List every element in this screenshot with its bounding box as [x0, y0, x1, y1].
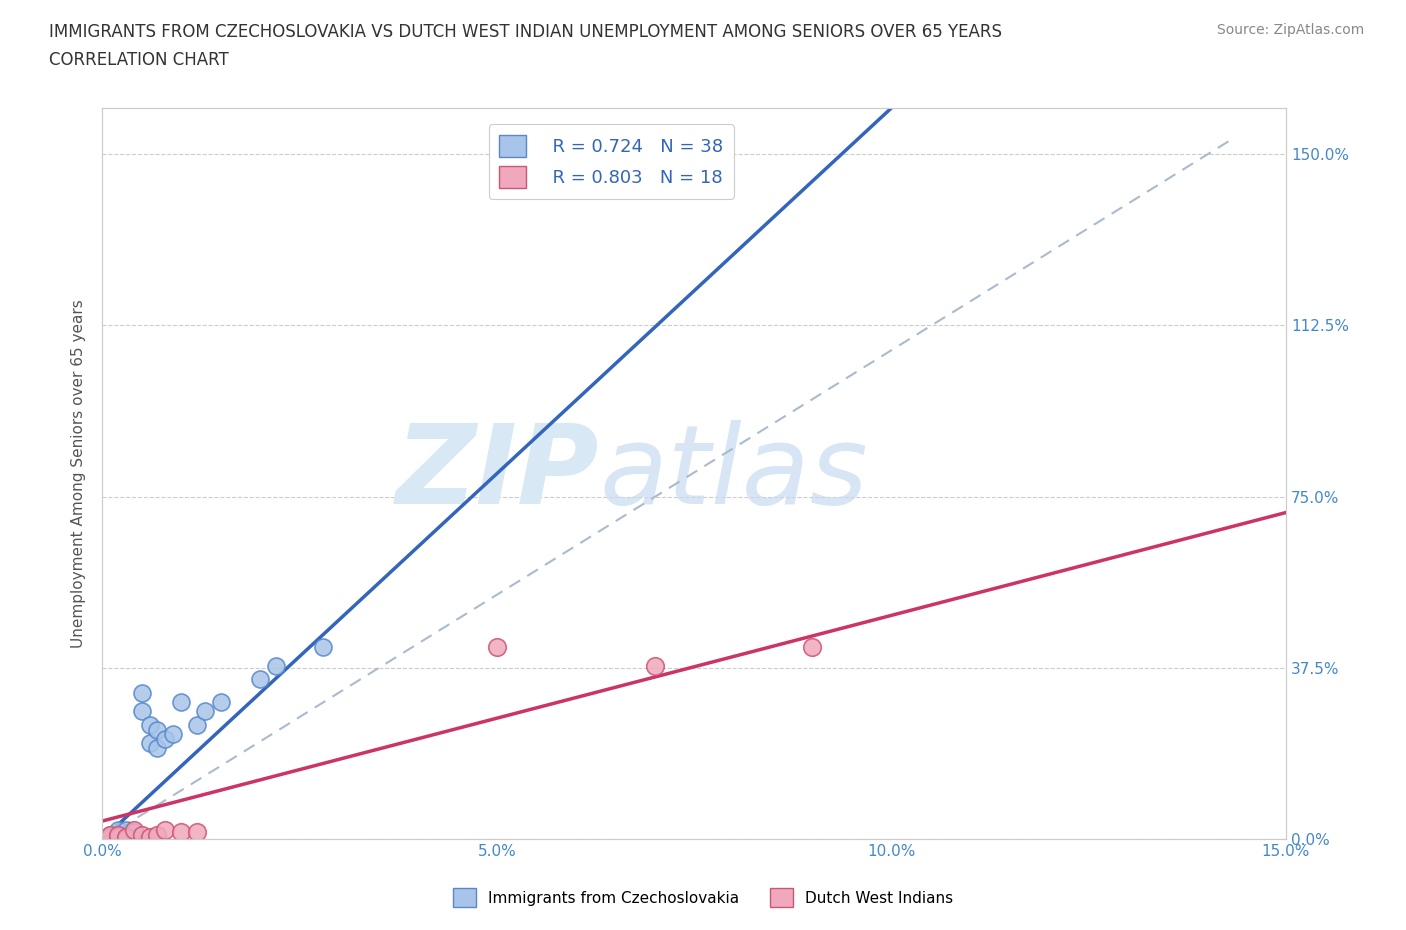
Point — [111, 830, 134, 844]
Point — [146, 723, 169, 737]
Point — [93, 832, 115, 847]
Y-axis label: Unemployment Among Seniors over 65 years: Unemployment Among Seniors over 65 years — [72, 299, 86, 648]
Point — [312, 640, 335, 655]
Point — [131, 685, 153, 700]
Point — [801, 640, 824, 655]
Point — [97, 830, 120, 845]
Point — [107, 830, 129, 844]
Point — [96, 832, 118, 847]
Point — [186, 825, 208, 840]
Point — [100, 830, 122, 844]
Point — [644, 658, 666, 673]
Point — [98, 828, 121, 843]
Point — [104, 830, 127, 844]
Point — [115, 832, 138, 847]
Point — [155, 731, 177, 746]
Point — [122, 823, 145, 838]
Point — [249, 671, 271, 686]
Point — [103, 829, 125, 844]
Point — [104, 828, 127, 843]
Point — [107, 830, 129, 844]
Point — [186, 718, 208, 733]
Point — [170, 825, 193, 840]
Text: CORRELATION CHART: CORRELATION CHART — [49, 51, 229, 69]
Point — [101, 832, 124, 847]
Point — [108, 828, 131, 843]
Point — [107, 823, 129, 838]
Point — [96, 832, 118, 847]
Point — [98, 832, 121, 847]
Point — [105, 832, 128, 847]
Point — [98, 830, 121, 844]
Text: atlas: atlas — [599, 420, 868, 527]
Point — [146, 740, 169, 755]
Point — [194, 704, 217, 719]
Point — [93, 832, 115, 847]
Point — [115, 828, 138, 843]
Legend: Immigrants from Czechoslovakia, Dutch West Indians: Immigrants from Czechoslovakia, Dutch We… — [447, 883, 959, 913]
Text: ZIP: ZIP — [396, 420, 599, 527]
Point — [115, 832, 138, 847]
Text: IMMIGRANTS FROM CZECHOSLOVAKIA VS DUTCH WEST INDIAN UNEMPLOYMENT AMONG SENIORS O: IMMIGRANTS FROM CZECHOSLOVAKIA VS DUTCH … — [49, 23, 1002, 41]
Point — [97, 830, 120, 844]
Point — [162, 726, 184, 741]
Point — [138, 830, 160, 844]
Point — [131, 828, 153, 843]
Point — [170, 695, 193, 710]
Point — [115, 823, 138, 838]
Point — [98, 828, 121, 843]
Point — [122, 830, 145, 844]
Point — [122, 825, 145, 840]
Point — [209, 695, 232, 710]
Point — [138, 736, 160, 751]
Point — [138, 718, 160, 733]
Legend:   R = 0.724   N = 38,   R = 0.803   N = 18: R = 0.724 N = 38, R = 0.803 N = 18 — [488, 125, 734, 199]
Point — [103, 830, 125, 845]
Point — [264, 658, 287, 673]
Point — [146, 828, 169, 843]
Point — [110, 832, 132, 847]
Point — [131, 704, 153, 719]
Text: Source: ZipAtlas.com: Source: ZipAtlas.com — [1216, 23, 1364, 37]
Point — [107, 828, 129, 843]
Point — [485, 640, 508, 655]
Point — [115, 830, 138, 844]
Point — [155, 823, 177, 838]
